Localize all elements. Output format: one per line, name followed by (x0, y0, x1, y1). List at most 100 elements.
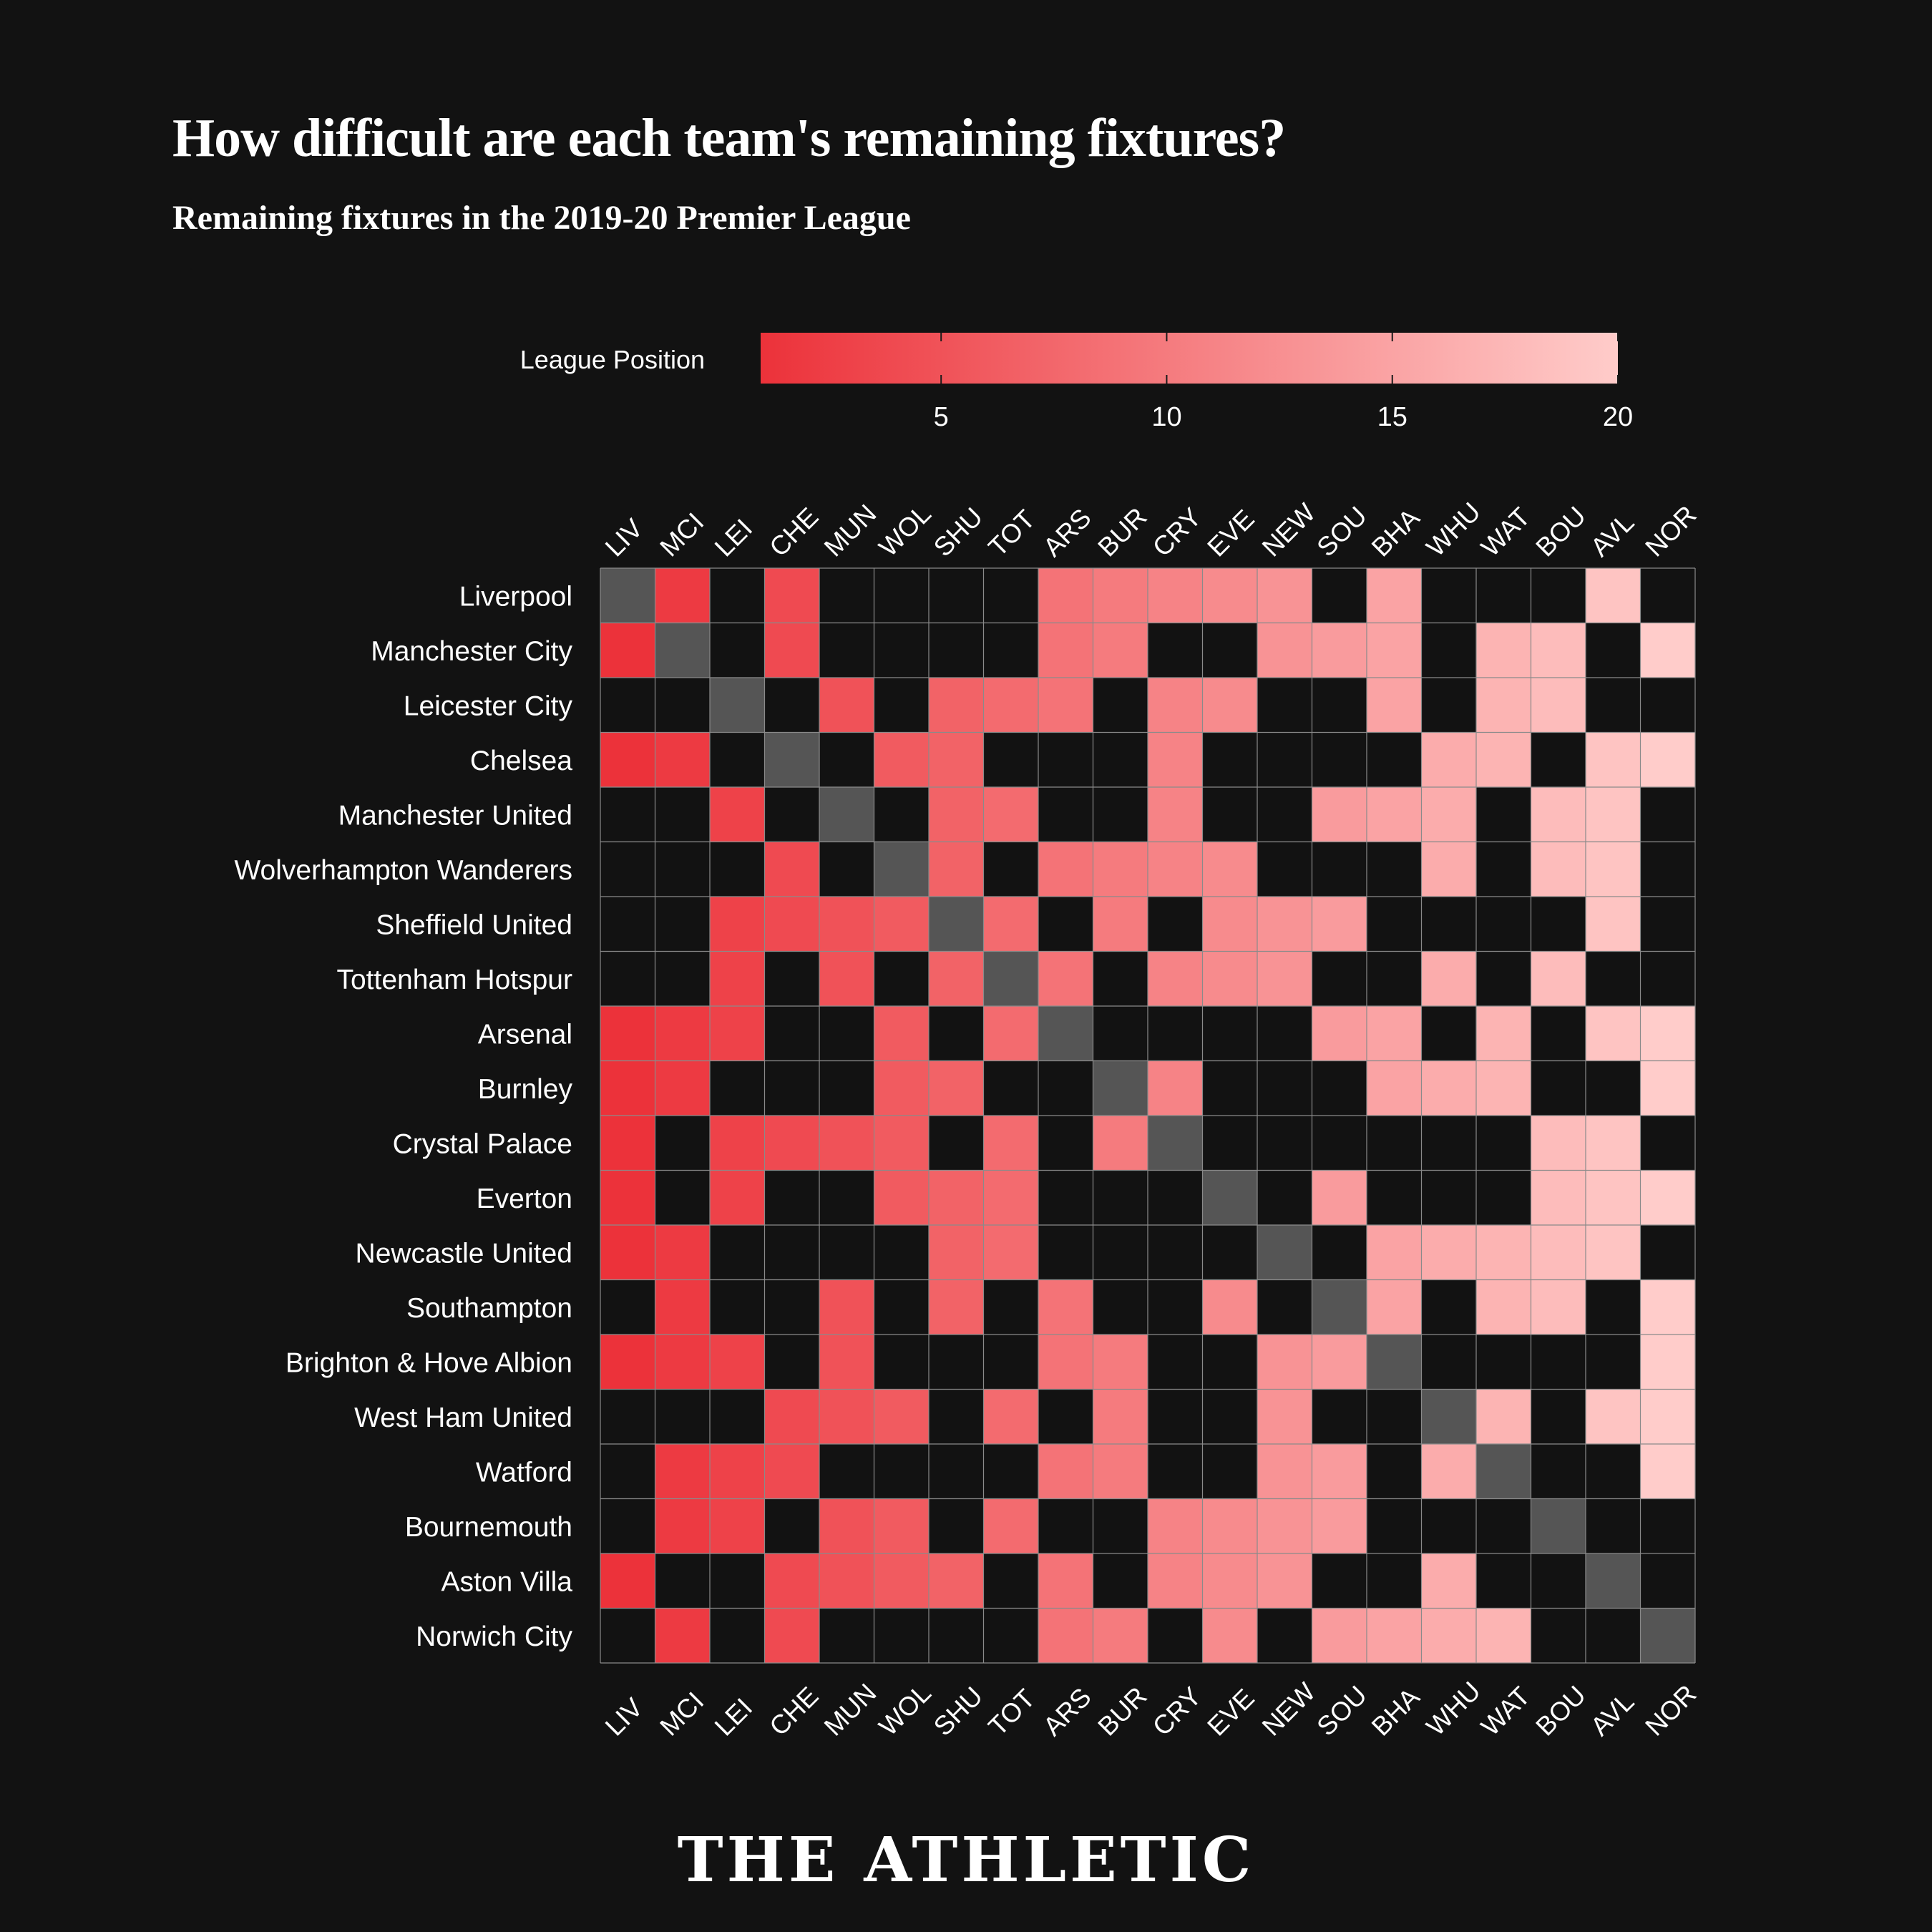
heatmap-cell-fixture (1421, 1444, 1476, 1499)
row-label: Chelsea (470, 746, 572, 776)
column-label: BOU (1530, 1680, 1591, 1742)
heatmap-cell-fixture (1421, 1608, 1476, 1663)
heatmap-cell-fixture (1038, 1608, 1093, 1663)
heatmap-cell-empty (929, 568, 984, 623)
heatmap-cell-fixture (874, 732, 929, 787)
heatmap-cell-fixture (1093, 1608, 1148, 1663)
heatmap-cell-fixture (1148, 1553, 1203, 1609)
heatmap-cell-fixture (1367, 1006, 1422, 1061)
row-label: Everton (477, 1184, 572, 1214)
row-label: Aston Villa (441, 1566, 572, 1597)
heatmap-cell-fixture (655, 1006, 710, 1061)
chart-title: How difficult are each team's remaining … (172, 108, 1286, 168)
heatmap-cell-empty (1038, 1225, 1093, 1280)
heatmap-cell-self (874, 841, 929, 897)
heatmap-cell-empty (1367, 1116, 1422, 1171)
column-label: WAT (1475, 1681, 1536, 1741)
heatmap-cell-empty (1202, 1389, 1257, 1444)
heatmap-cell-empty (1421, 1006, 1476, 1061)
heatmap-cell-fixture (655, 1498, 710, 1553)
heatmap-cell-fixture (983, 1116, 1038, 1171)
heatmap-cell-empty (1586, 678, 1641, 733)
heatmap-cell-fixture (1640, 1444, 1695, 1499)
heatmap-cell-empty (1640, 897, 1695, 952)
heatmap-cell-fixture (710, 1498, 765, 1553)
heatmap-cell-empty (1586, 1335, 1641, 1390)
heatmap-cell-fixture (1476, 1225, 1531, 1280)
heatmap-cell-fixture (1257, 897, 1312, 952)
heatmap-cell-empty (929, 1389, 984, 1444)
heatmap-cell-fixture (1038, 1553, 1093, 1609)
heatmap-cell-fixture (1038, 841, 1093, 897)
heatmap-cell-empty (1476, 1498, 1531, 1553)
legend-tick-label: 10 (1151, 402, 1181, 432)
heatmap-cell-empty (655, 787, 710, 842)
heatmap-cell-empty (983, 1279, 1038, 1335)
column-label: CRY (1147, 502, 1207, 562)
heatmap-cell-empty (874, 951, 929, 1006)
heatmap-cell-fixture (819, 1116, 874, 1171)
heatmap-cell-empty (1093, 787, 1148, 842)
heatmap-cell-empty (983, 623, 1038, 678)
heatmap-cell-empty (1531, 1335, 1586, 1390)
heatmap-cell-fixture (600, 623, 655, 678)
heatmap-cell-empty (1202, 1060, 1257, 1116)
heatmap-cell-empty (1148, 1608, 1203, 1663)
heatmap-cell-empty (600, 951, 655, 1006)
row-label: Wolverhampton Wanderers (234, 855, 572, 886)
column-label: MUN (819, 1678, 882, 1742)
heatmap-cell-fixture (1038, 678, 1093, 733)
heatmap-cell-fixture (655, 1060, 710, 1116)
row-label: West Ham United (354, 1402, 572, 1433)
heatmap-cell-empty (819, 1444, 874, 1499)
heatmap-cell-empty (600, 787, 655, 842)
heatmap-cell-empty (1421, 1498, 1476, 1553)
heatmap-cell-fixture (1586, 787, 1641, 842)
column-label: SOU (1311, 1680, 1372, 1742)
heatmap-cell-empty (1257, 732, 1312, 787)
heatmap-cell-fixture (1640, 1389, 1695, 1444)
heatmap-cell-empty (819, 1170, 874, 1225)
column-label: AVL (1585, 507, 1640, 562)
heatmap-cell-fixture (1312, 897, 1367, 952)
heatmap-cell-empty (1586, 951, 1641, 1006)
heatmap-cell-empty (1531, 1608, 1586, 1663)
brand-logo: THE ATHLETIC (677, 1824, 1255, 1896)
heatmap-cell-fixture (983, 897, 1038, 952)
heatmap-cell-empty (1093, 1498, 1148, 1553)
column-label: LIV (600, 1692, 648, 1741)
heatmap-cell-fixture (874, 897, 929, 952)
heatmap-cell-fixture (1586, 568, 1641, 623)
heatmap-cell-empty (1640, 841, 1695, 897)
heatmap-cell-fixture (1367, 1279, 1422, 1335)
heatmap-cell-fixture (1640, 1060, 1695, 1116)
heatmap-cell-fixture (1093, 1444, 1148, 1499)
heatmap-cell-fixture (600, 1225, 655, 1280)
column-label: AVL (1585, 1687, 1640, 1742)
heatmap-cell-empty (655, 1389, 710, 1444)
heatmap-cell-fixture (1640, 1335, 1695, 1390)
heatmap-cell-empty (1093, 732, 1148, 787)
heatmap-cell-empty (1312, 1553, 1367, 1609)
row-label: Crystal Palace (393, 1128, 572, 1159)
heatmap-cell-empty (819, 841, 874, 897)
heatmap-cell-empty (1312, 1060, 1367, 1116)
heatmap-cell-empty (929, 1335, 984, 1390)
heatmap-cell-empty (764, 1006, 819, 1061)
heatmap-cell-fixture (1476, 1389, 1531, 1444)
heatmap-cell-empty (1038, 1170, 1093, 1225)
heatmap-cell-empty (1312, 732, 1367, 787)
column-label: LIV (600, 513, 648, 562)
heatmap-cell-fixture (929, 678, 984, 733)
heatmap-cell-empty (983, 1553, 1038, 1609)
legend-title: League Position (520, 345, 705, 374)
heatmap-cell-fixture (1148, 787, 1203, 842)
heatmap-cell-fixture (1531, 1170, 1586, 1225)
heatmap-cell-fixture (1476, 1006, 1531, 1061)
column-label: ARS (1038, 503, 1097, 562)
heatmap-cell-fixture (874, 1553, 929, 1609)
heatmap-cell-empty (1586, 623, 1641, 678)
heatmap-cell-empty (1586, 1608, 1641, 1663)
heatmap-cell-empty (1312, 1389, 1367, 1444)
